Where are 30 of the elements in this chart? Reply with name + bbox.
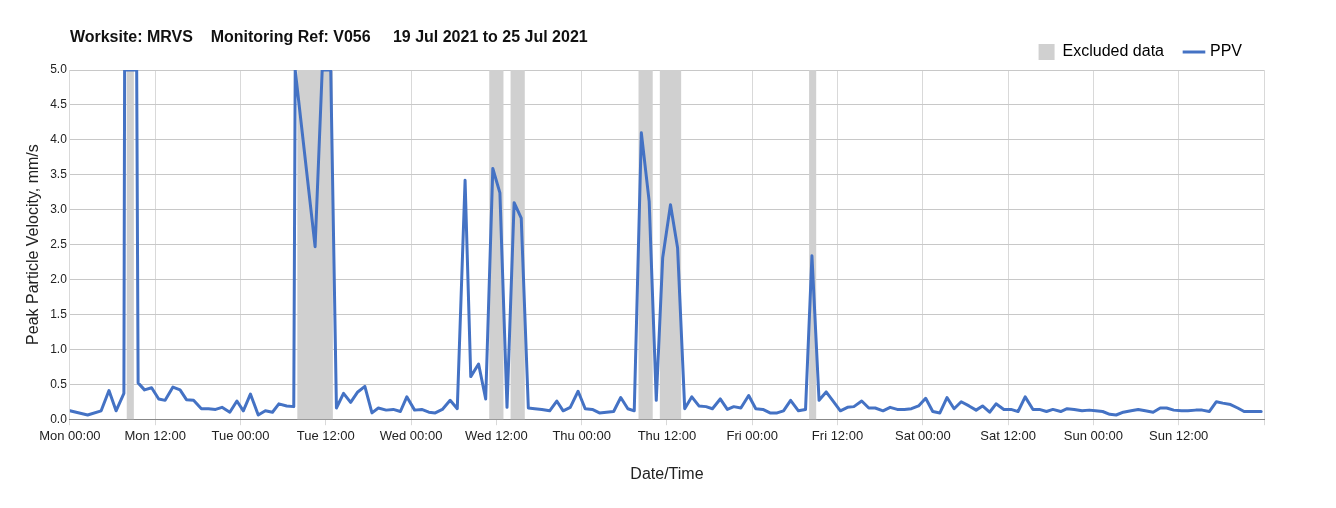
- x-tick-label: Tue 00:00: [211, 427, 270, 443]
- y-tick-label: 2.5: [50, 236, 68, 251]
- x-tick-label: Sun 00:00: [1063, 427, 1124, 443]
- y-tick-label: 4.0: [50, 132, 68, 147]
- x-tick-label: Thu 12:00: [637, 427, 697, 443]
- y-tick-label: 4.5: [50, 97, 68, 112]
- y-tick-label: 0.5: [50, 376, 68, 391]
- y-tick-label: 0.0: [50, 411, 68, 426]
- y-tick-label: 3.0: [50, 201, 68, 216]
- x-tick-label: Fri 12:00: [811, 427, 864, 443]
- x-tick-label: Tue 12:00: [296, 427, 355, 443]
- x-tick-label: Sat 00:00: [895, 427, 951, 443]
- x-tick-label: Thu 00:00: [552, 427, 611, 443]
- x-axis-title: Date/Time: [630, 464, 704, 482]
- x-tick-label: Wed 00:00: [379, 427, 443, 443]
- x-tick-label: Fri 00:00: [726, 427, 778, 443]
- x-tick-label: Sat 12:00: [980, 427, 1036, 443]
- y-tick-label: 5.0: [50, 62, 68, 77]
- chart-title: Worksite: MRVS Monitoring Ref: V056 19 Jul 2021 to 25 Jul 2021: [69, 28, 588, 46]
- x-tick-label: Sun 12:00: [1149, 427, 1209, 443]
- y-tick-label: 1.5: [50, 306, 68, 321]
- y-tick-label: 3.5: [50, 167, 68, 182]
- x-tick-label: Mon 12:00: [124, 427, 186, 443]
- x-tick-label: Wed 12:00: [465, 427, 528, 443]
- legend-label: Excluded data: [1062, 42, 1165, 60]
- x-tick-label: Mon 00:00: [39, 427, 101, 443]
- legend-label: PPV: [1209, 42, 1243, 60]
- y-tick-label: 2.0: [50, 271, 68, 286]
- y-tick-label: 1.0: [50, 341, 68, 356]
- y-axis-title: Peak Particle Velocity, mm/s: [24, 144, 42, 345]
